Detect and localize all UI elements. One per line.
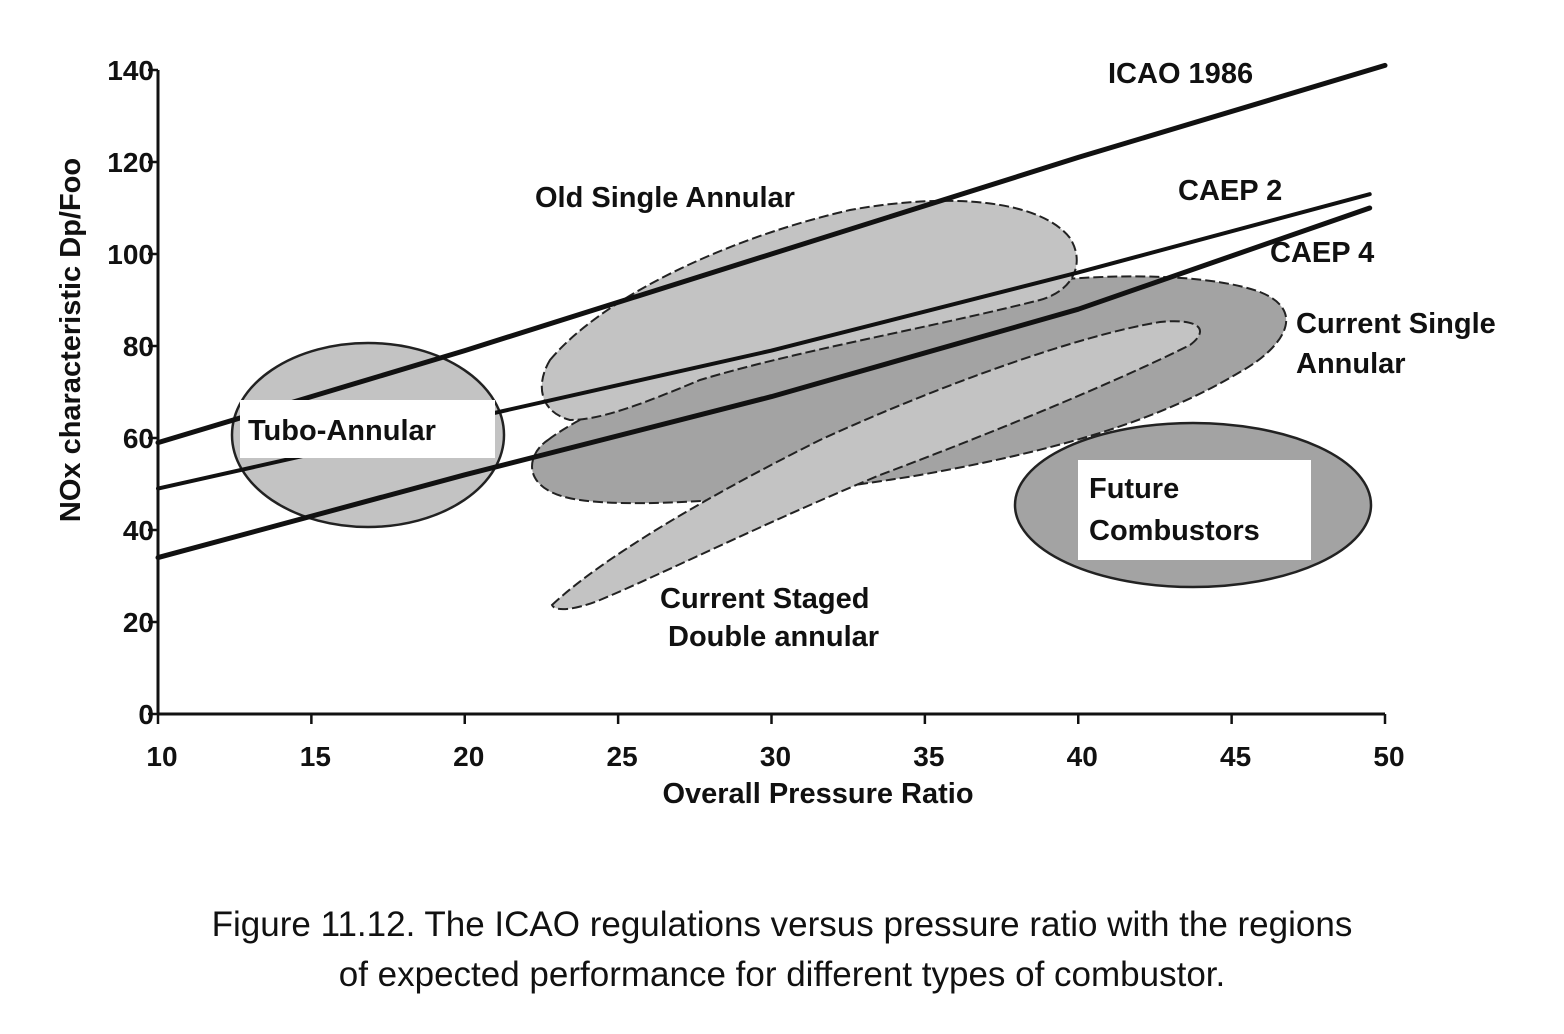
x-tick-label: 40 — [1067, 741, 1098, 772]
x-axis-title: Overall Pressure Ratio — [662, 778, 973, 810]
label-current-staged-2: Double annular — [668, 621, 879, 653]
region-old-single-annular — [540, 199, 1078, 422]
region-current-staged-double-annular — [550, 320, 1201, 611]
y-tick-label: 0 — [138, 699, 154, 730]
y-tick-label: 100 — [107, 239, 154, 270]
future-combustors-label-bg — [1078, 460, 1311, 560]
x-tick-label: 15 — [300, 741, 331, 772]
y-tick-label: 120 — [107, 147, 154, 178]
figure-caption-line-2: of expected performance for different ty… — [338, 955, 1226, 994]
tubo-annular-label-bg — [240, 400, 495, 458]
region-current-single-annular — [531, 275, 1288, 505]
x-ticks: 10 15 20 25 30 35 40 45 50 — [146, 714, 1405, 772]
x-tick-label: 50 — [1373, 741, 1404, 772]
x-tick-label: 45 — [1220, 741, 1251, 772]
y-tick-label: 80 — [123, 331, 154, 362]
label-caep-4: CAEP 4 — [1270, 237, 1374, 269]
nox-chart: 10 15 20 25 30 35 40 45 50 0 20 40 60 80 100 120 140 Ov… — [55, 55, 1496, 810]
x-tick-label: 10 — [146, 741, 177, 772]
y-axis-title: NOx characteristic Dp/Foo — [55, 158, 87, 522]
label-future-combustors-2: Combustors — [1089, 515, 1260, 547]
figure-caption-line-1: Figure 11.12. The ICAO regulations versu… — [211, 905, 1353, 944]
label-tubo-annular: Tubo-Annular — [248, 415, 436, 447]
label-current-single-annular-2: Annular — [1296, 348, 1406, 380]
y-tick-label: 140 — [107, 55, 154, 86]
x-tick-label: 35 — [913, 741, 944, 772]
series-line-icao-1986 — [155, 62, 1388, 446]
axes: 10 15 20 25 30 35 40 45 50 0 20 40 60 80 100 120 140 Ov… — [55, 55, 1405, 810]
label-icao-1986: ICAO 1986 — [1108, 58, 1253, 90]
y-tick-label: 20 — [123, 607, 154, 638]
x-tick-label: 20 — [453, 741, 484, 772]
label-future-combustors-1: Future — [1089, 473, 1179, 505]
series-line-caep-4 — [155, 205, 1373, 561]
region-labels: Tubo-Annular Old Single Annular Current … — [240, 58, 1496, 653]
label-old-single-annular: Old Single Annular — [535, 182, 795, 214]
label-current-staged-1: Current Staged — [660, 583, 869, 615]
x-tick-label: 25 — [607, 741, 638, 772]
y-tick-label: 40 — [123, 515, 154, 546]
y-ticks: 0 20 40 60 80 100 120 140 — [107, 55, 158, 730]
y-tick-label: 60 — [123, 423, 154, 454]
label-caep-2: CAEP 2 — [1178, 175, 1282, 207]
x-tick-label: 30 — [760, 741, 791, 772]
label-current-single-annular-1: Current Single — [1296, 308, 1496, 340]
